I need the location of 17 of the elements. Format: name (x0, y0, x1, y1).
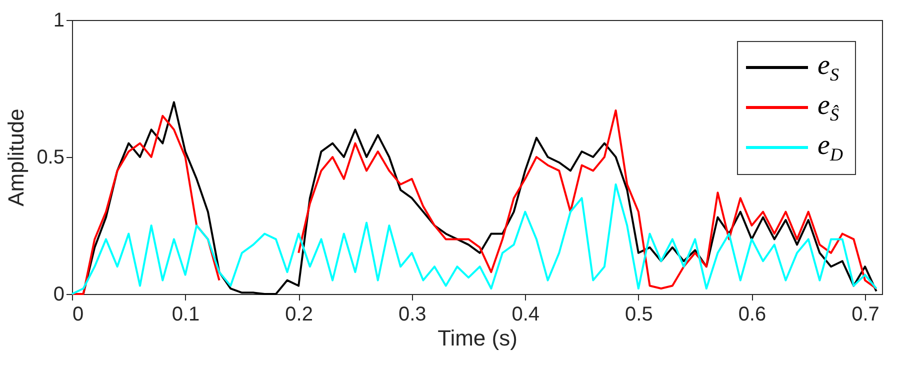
legend-label: e$_{Ŝ}$ (818, 90, 839, 126)
x-tick-label: 0.6 (738, 304, 766, 326)
line-series (71, 183, 878, 295)
y-tick-label: 0 (53, 284, 64, 306)
x-tick-label: 0.2 (285, 304, 313, 326)
x-tick-label: 0.5 (625, 304, 653, 326)
x-tick-label: 0.7 (852, 304, 880, 326)
x-tick-label: 0.4 (512, 304, 540, 326)
y-tick-label: 0.5 (36, 146, 64, 168)
legend-label: e$_{D}$ (818, 130, 843, 166)
x-tick-label: 0 (72, 304, 84, 326)
y-axis-title: Amplitude (4, 108, 29, 206)
x-tick-label: 0.1 (172, 304, 200, 326)
x-tick-label: 0.3 (398, 304, 426, 326)
x-axis-title: Time (s) (438, 326, 518, 350)
legend-label: e$_{S}$ (818, 50, 839, 86)
y-tick-label: 1 (53, 10, 64, 32)
